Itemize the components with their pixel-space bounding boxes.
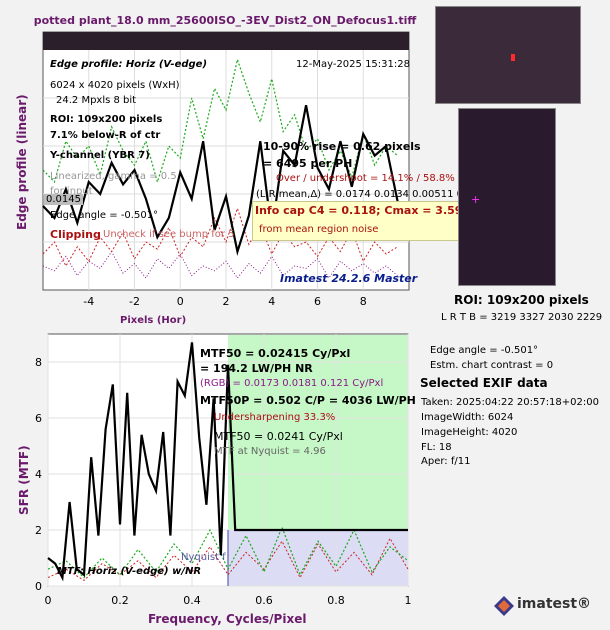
rise-line: 10-90% rise = 0.62 pixels xyxy=(263,140,421,153)
infocap-line: Info cap C4 = 0.118; Cmax = 3.59 b/p; xyxy=(255,204,491,217)
mtf-xtick: 0 xyxy=(45,594,52,607)
exif-taken: Taken: 2025:04:22 20:57:18+02:00 xyxy=(421,397,599,408)
mtf-blue-shade xyxy=(228,530,408,586)
mtf-legend: MTF: Horiz (V-edge) w/NR xyxy=(57,566,202,577)
mtf-ytick: 6 xyxy=(35,412,42,425)
edge-level-value: 0.0145 xyxy=(44,194,83,205)
edge-xtick: 2 xyxy=(223,295,230,308)
edge-xtick: 6 xyxy=(314,295,321,308)
roi-crosshair: + xyxy=(471,193,481,206)
mtf-xtick: 0.4 xyxy=(183,594,201,607)
nyquist-label: Nyquist f xyxy=(181,552,226,563)
edge-ylabel: Edge profile (linear) xyxy=(15,94,29,230)
clipping-note: Uncheck if see bump for 5 xyxy=(103,229,235,240)
edge-xtick: -4 xyxy=(83,295,94,308)
imatest-logo-text: imatest® xyxy=(517,596,592,612)
window-title: potted plant_18.0 mm_25600ISO_-3EV_Dist2… xyxy=(33,14,417,27)
edge-channel-line: Y-channel (YBR 7) xyxy=(50,150,150,161)
edge-date: 12-May-2025 15:31:28 xyxy=(296,59,410,70)
mtf-ytick: 8 xyxy=(35,356,42,369)
exif-height: ImageHeight: 4020 xyxy=(421,427,518,438)
edge-series-b xyxy=(42,250,398,279)
rgb-line: (RGB) = 0.0173 0.0181 0.121 Cy/Pxl xyxy=(200,378,384,389)
mtf-ytick: 4 xyxy=(35,468,42,481)
mtf-xticks: 0 0.2 0.4 0.6 0.8 1 xyxy=(45,594,412,607)
clipping-label: Clipping xyxy=(50,228,101,241)
edge-heading: Edge profile: Horiz (V-edge) xyxy=(50,59,208,70)
side-contrast: Estm. chart contrast = 0 xyxy=(430,360,554,371)
mtf50-line: MTF50 = 0.02415 Cy/Pxl xyxy=(200,347,351,360)
mtf-xtick: 0.6 xyxy=(255,594,273,607)
imatest-logo-icon xyxy=(494,596,514,616)
mtf-ytick: 0 xyxy=(35,580,42,593)
mtf-series-r xyxy=(47,537,409,582)
edge-strip xyxy=(43,32,409,50)
roi-title: ROI: 109x200 pixels xyxy=(454,293,589,307)
exif-title: Selected EXIF data xyxy=(420,376,548,390)
version-label: Imatest 24.2.6 Master xyxy=(280,272,418,285)
infocap-box: Info cap C4 = 0.118; Cmax = 3.59 b/p; fr… xyxy=(252,201,490,241)
mtf-ylabel: SFR (MTF) xyxy=(17,445,31,515)
mtf-xtick: 0.2 xyxy=(111,594,129,607)
mtf-grid xyxy=(47,334,409,587)
mtf-chart: 0 0.2 0.4 0.6 0.8 1 0 2 4 6 8 Frequency, Cycles/P… xyxy=(17,333,412,626)
edge-series-r xyxy=(42,206,398,268)
edge-xtick: 4 xyxy=(268,295,275,308)
side-edge-angle: Edge angle = -0.501° xyxy=(430,345,539,356)
nyquist-line: MTF at Nyquist = 4.96 xyxy=(214,446,326,457)
edge-xtick: 8 xyxy=(360,295,367,308)
ph-line: = 6495 per PH xyxy=(263,157,353,170)
mtf-xlabel: Frequency, Cycles/Pixel xyxy=(148,612,306,626)
edge-roi-line: ROI: 109x200 pixels xyxy=(50,114,163,125)
overshoot-line: Over / undershoot = 14.1% / 58.8% xyxy=(276,173,455,184)
lwph-line: = 194.2 LW/PH NR xyxy=(200,362,313,375)
mtf-xtick: 0.8 xyxy=(327,594,345,607)
mtf-series-y xyxy=(47,342,408,582)
edge-angle-line: Edge angle = -0.501° xyxy=(50,210,159,221)
edge-xticks: -4 -2 0 2 4 6 8 xyxy=(83,295,366,308)
mtf-green-shade xyxy=(228,335,408,530)
edge-size-line: 6024 x 4020 pixels (WxH) xyxy=(50,80,180,91)
lr-line: (L,R mean,Δ) = 0.0174 0.0134 0.00511 0 xyxy=(256,189,464,200)
roi-marker xyxy=(511,54,515,61)
mtf50p-line: MTF50P = 0.502 C/P = 4036 LW/PH xyxy=(200,394,416,407)
roi-thumbnail[interactable]: + xyxy=(458,108,556,286)
edge-xtick: -2 xyxy=(129,295,140,308)
mtf-ytick: 2 xyxy=(35,524,42,537)
roi-coords: L R T B = 3219 3327 2030 2229 xyxy=(441,312,603,323)
mtf-curves xyxy=(47,342,409,582)
edge-below-line: 7.1% below-R of ctr xyxy=(50,130,161,141)
mtf-yticks: 0 2 4 6 8 xyxy=(35,356,42,593)
mtf50b-line: MTF50 = 0.0241 Cy/Pxl xyxy=(214,430,343,443)
exif-aper: Aper: f/11 xyxy=(421,456,471,467)
edge-linearized-line: Linearized, gamma = 0.5 xyxy=(50,171,177,182)
edge-xlabel: Pixels (Hor) xyxy=(120,315,186,326)
mtf-series-g xyxy=(47,525,409,579)
edge-xtick: 0 xyxy=(177,295,184,308)
edge-profile-chart: -4 -2 0 2 4 6 8 Pixels (Hor) Edge profile (lin… xyxy=(15,31,410,326)
noise-line: from mean region noise xyxy=(259,224,379,235)
exif-fl: FL: 18 xyxy=(421,442,452,453)
exif-width: ImageWidth: 6024 xyxy=(421,412,514,423)
edge-mp-line: 24.2 Mpxls 8 bit xyxy=(56,95,137,106)
edge-series-y xyxy=(42,104,399,256)
mtf-xtick: 1 xyxy=(405,594,412,607)
edge-input-line: for input xyxy=(50,186,93,197)
full-image-thumbnail[interactable] xyxy=(435,6,581,104)
edge-curves xyxy=(42,57,399,279)
undersharp-line: Undersharpening 33.3% xyxy=(214,412,336,423)
